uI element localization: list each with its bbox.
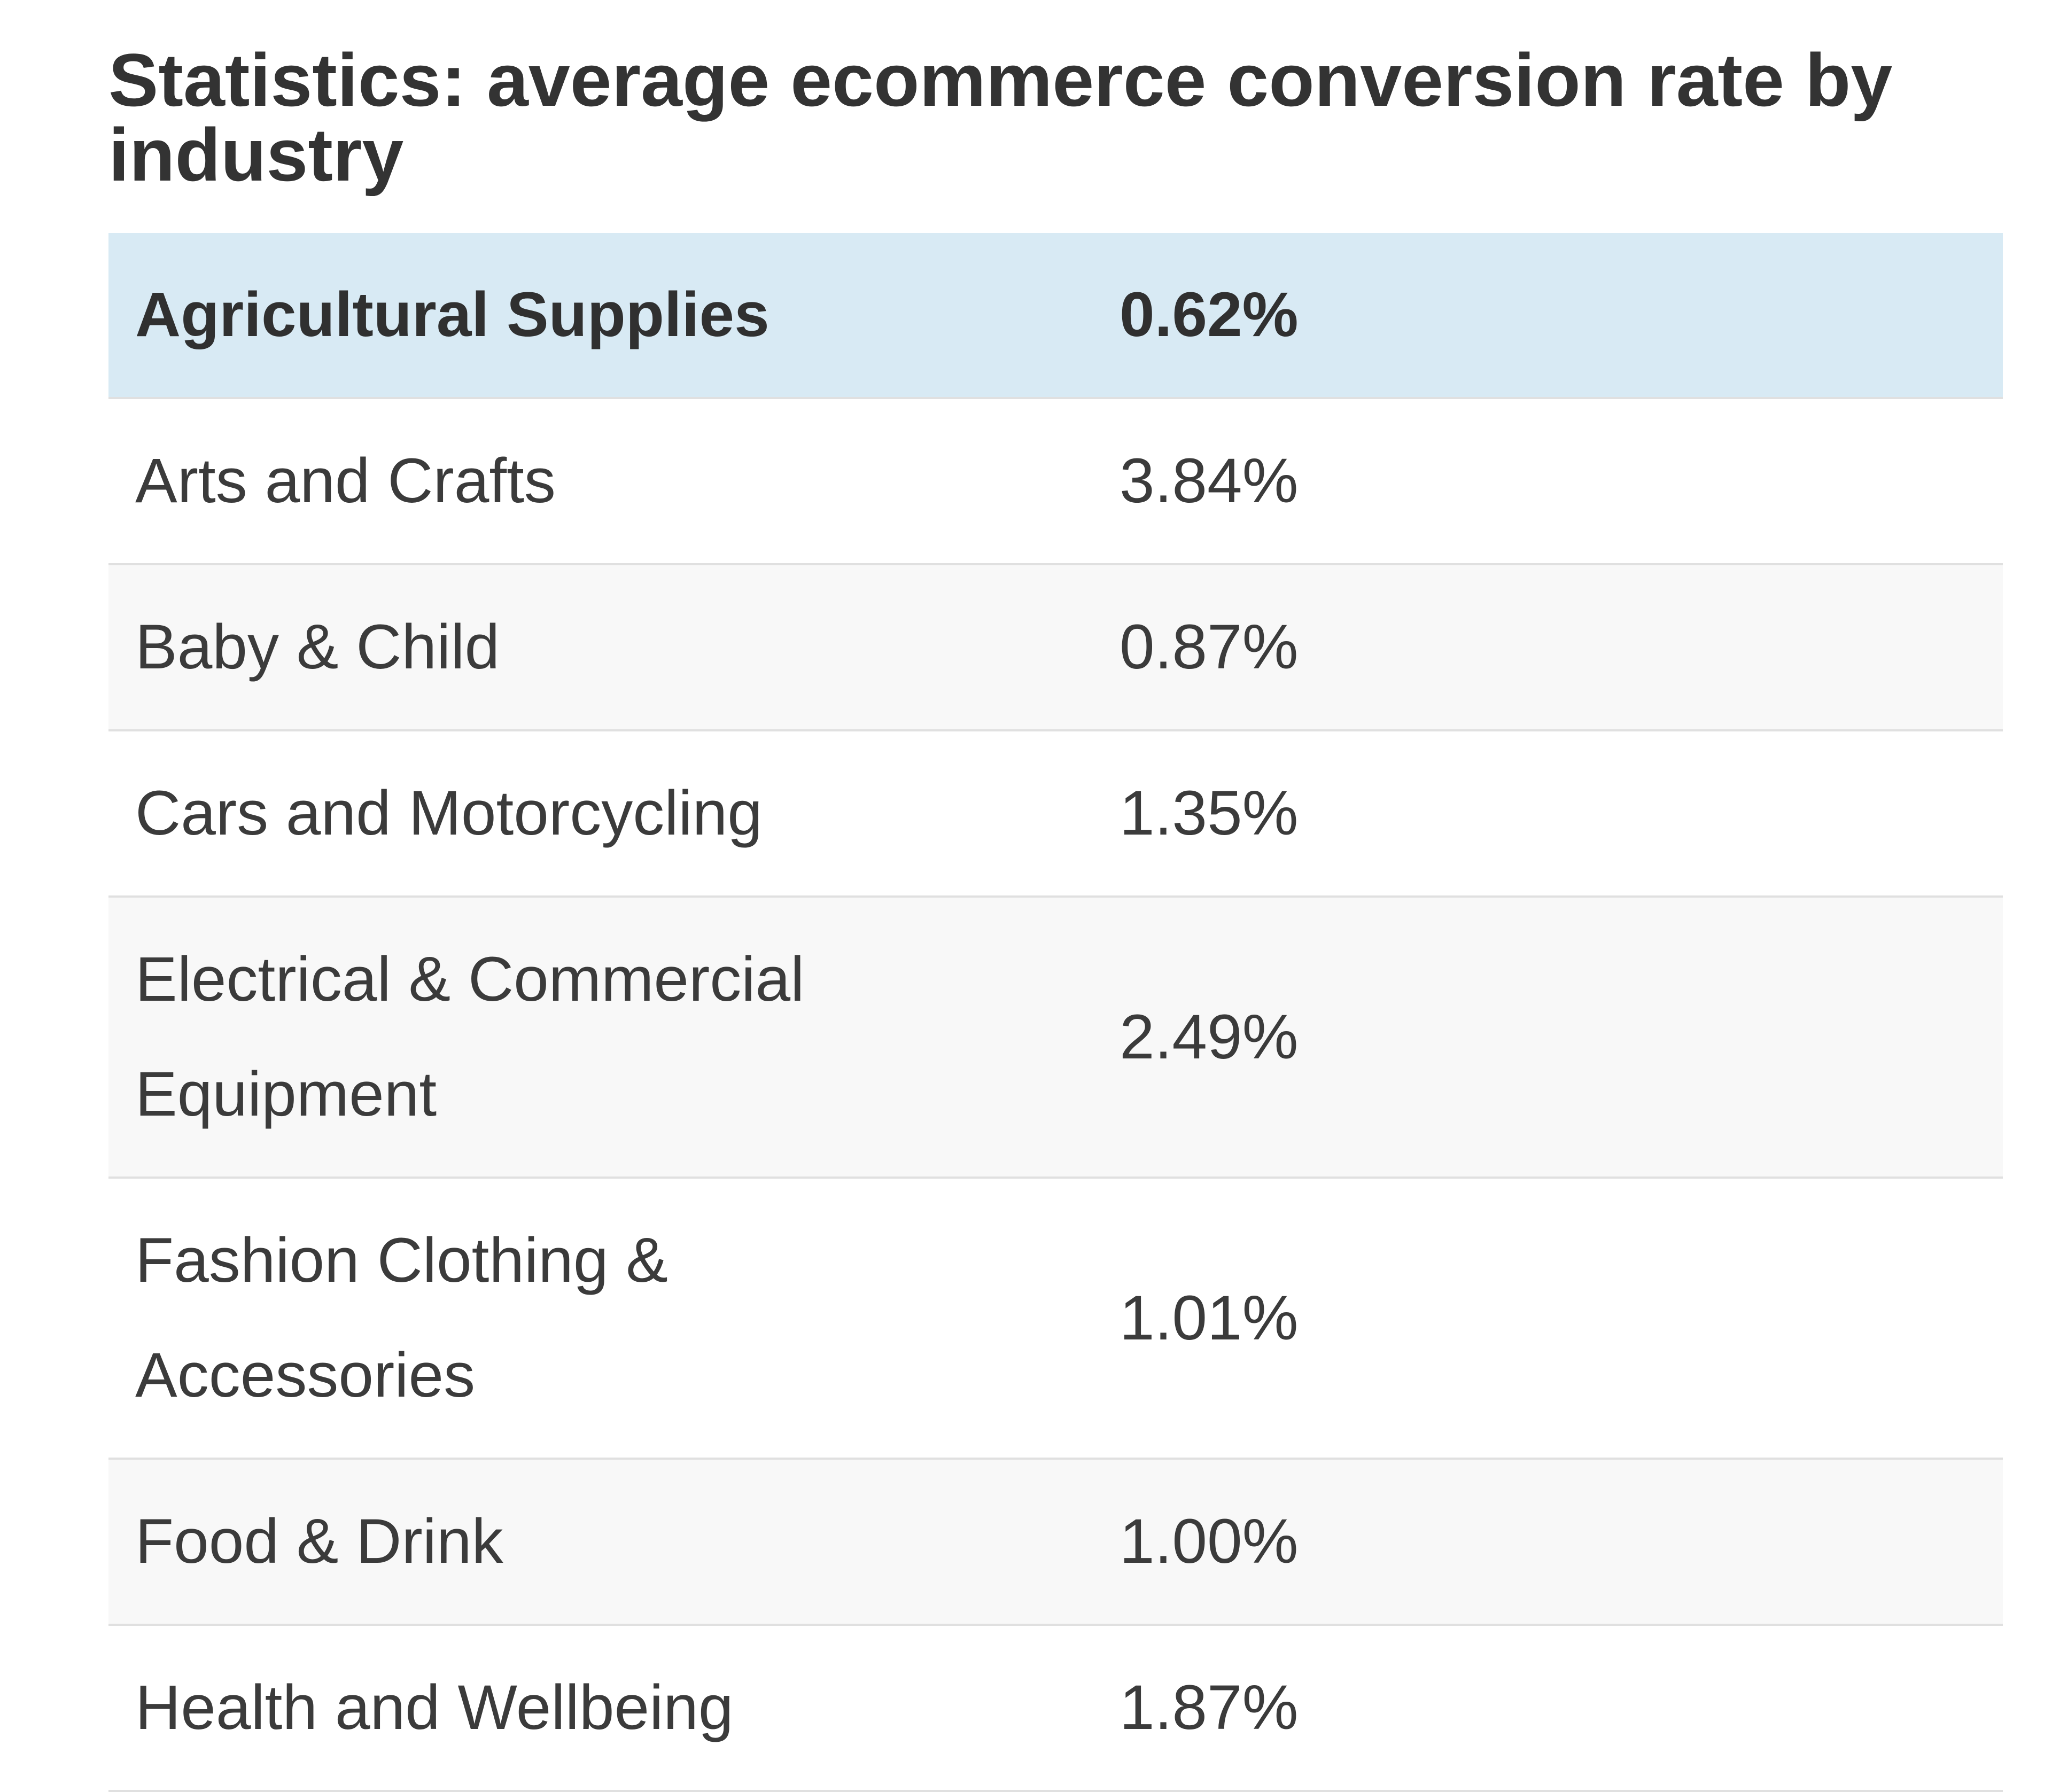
industry-name: Cars and Motorcycling — [135, 778, 763, 848]
conversion-rate-table: Agricultural Supplies 0.62% Arts and Cra… — [108, 233, 2003, 1792]
page-title-line-2: industry — [108, 113, 404, 197]
conversion-rate-value: 0.62% — [1120, 279, 1299, 350]
table-row: Arts and Crafts 3.84% — [108, 398, 2003, 564]
table-row: Electrical & Commercial Equipment 2.49% — [108, 897, 2003, 1178]
industry-name: Electrical & Commercial Equipment — [135, 944, 805, 1129]
page-title: Statistics: average ecommerce conversion… — [108, 43, 2003, 192]
conversion-rate-value: 1.35% — [1120, 778, 1299, 848]
table-row: Food & Drink 1.00% — [108, 1459, 2003, 1625]
industry-name: Food & Drink — [135, 1506, 503, 1577]
conversion-rate-value: 1.00% — [1120, 1506, 1299, 1577]
table-row: Cars and Motorcycling 1.35% — [108, 730, 2003, 897]
industry-name: Baby & Child — [135, 612, 500, 682]
conversion-rate-value: 1.01% — [1120, 1282, 1299, 1353]
industry-name: Fashion Clothing & Accessories — [135, 1225, 669, 1411]
conversion-rate-value: 1.87% — [1120, 1672, 1299, 1743]
industry-name: Arts and Crafts — [135, 446, 556, 516]
table-row: Fashion Clothing & Accessories 1.01% — [108, 1178, 2003, 1459]
conversion-rate-value: 3.84% — [1120, 446, 1299, 516]
conversion-rate-value: 0.87% — [1120, 612, 1299, 682]
page-title-line-1: Statistics: average ecommerce conversion… — [108, 38, 1893, 122]
industry-name: Health and Wellbeing — [135, 1672, 734, 1743]
table-row: Baby & Child 0.87% — [108, 564, 2003, 730]
table-row: Health and Wellbeing 1.87% — [108, 1625, 2003, 1791]
industry-name: Agricultural Supplies — [135, 279, 770, 350]
article-section: Statistics: average ecommerce conversion… — [108, 0, 2003, 1792]
conversion-rate-value: 2.49% — [1120, 1001, 1299, 1072]
table-row-highlighted: Agricultural Supplies 0.62% — [108, 233, 2003, 398]
